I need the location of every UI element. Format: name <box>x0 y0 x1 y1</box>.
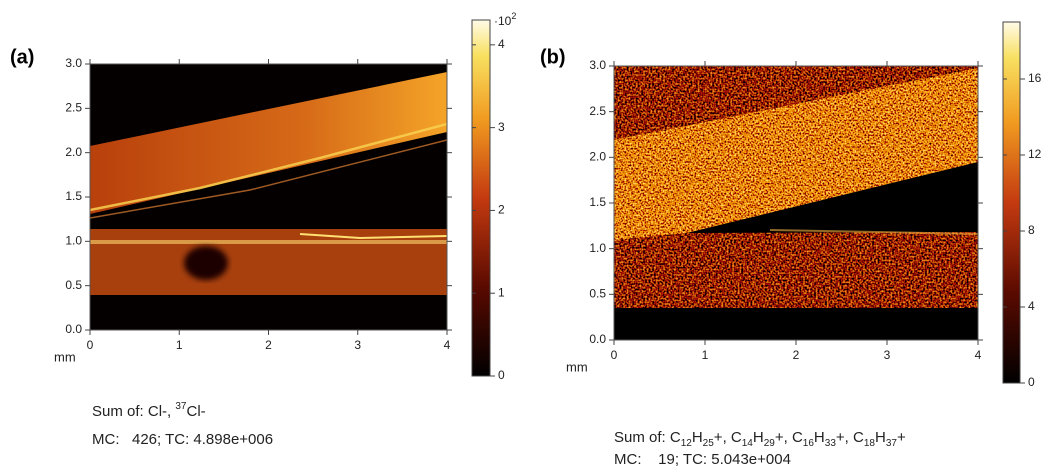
caption-stats: MC: 19; TC: 5.043e+004 <box>614 451 791 466</box>
caption-separator: , <box>845 429 853 446</box>
formula-part: H <box>814 429 825 446</box>
y-tick-label: 2.0 <box>65 145 82 159</box>
formula-part: C <box>670 429 681 446</box>
colorbar <box>471 19 491 377</box>
x-tick-label: 1 <box>702 348 709 362</box>
colorbar-tick-label: 8 <box>1028 223 1035 237</box>
formula-part: 18 <box>864 438 876 449</box>
y-tick-label: 3.0 <box>65 56 82 70</box>
y-tick-label: 1.5 <box>589 195 606 209</box>
x-tick-label: 4 <box>444 338 451 352</box>
x-tick-label: 0 <box>87 338 94 352</box>
formula-part: 33 <box>825 438 837 449</box>
colorbar-tick-label: 0 <box>498 368 505 382</box>
y-tick-label: 1.0 <box>65 234 82 248</box>
formula-part: 37 <box>175 401 187 412</box>
colorbar-tick-label: 2 <box>498 203 505 217</box>
y-tick-label: 2.5 <box>65 101 82 115</box>
y-tick-label: 0.5 <box>589 287 606 301</box>
formula-part: 16 <box>803 438 815 449</box>
colorbar-tick-label: 0 <box>1028 375 1035 389</box>
multiplier-exponent: 2 <box>511 11 516 21</box>
panel-label: (a) <box>10 46 34 68</box>
formula-part: H <box>875 429 886 446</box>
colorbar-multiplier: ·102 <box>494 11 516 28</box>
formula-part: 29 <box>764 438 776 449</box>
colorbar <box>1002 21 1021 384</box>
y-tick-label: 0.5 <box>65 278 82 292</box>
caption-stats: MC: 426; TC: 4.898e+006 <box>92 431 273 448</box>
formula-part: + <box>836 429 845 446</box>
panel-label: (b) <box>540 46 566 68</box>
formula-part: C <box>792 429 803 446</box>
x-tick-label: 3 <box>354 338 361 352</box>
caption-prefix: Sum of: <box>92 403 148 420</box>
y-tick-label: 2.5 <box>589 104 606 118</box>
formula-part: C <box>853 429 864 446</box>
x-tick-label: 0 <box>611 348 618 362</box>
colorbar-tick-label: 16 <box>1028 71 1042 85</box>
y-tick-label: 3.0 <box>589 58 606 72</box>
x-tick-label: 2 <box>793 348 800 362</box>
y-tick-label: 1.5 <box>65 189 82 203</box>
x-tick-label: 1 <box>176 338 183 352</box>
formula-part: + <box>775 429 784 446</box>
formula-part: H <box>692 429 703 446</box>
y-tick-label: 1.0 <box>589 241 606 255</box>
x-tick-label: 3 <box>884 348 891 362</box>
formula-part: H <box>753 429 764 446</box>
multiplier-base: ·10 <box>494 14 512 28</box>
ion-image-a <box>90 64 447 330</box>
x-tick-label: 4 <box>975 348 982 362</box>
colorbar-tick-label: 4 <box>498 37 505 51</box>
formula-part: + <box>897 429 906 446</box>
y-tick-label: 0.0 <box>65 322 82 336</box>
colorbar-tick-label: 3 <box>498 120 505 134</box>
caption-separator: , <box>167 403 175 420</box>
caption-separator: , <box>723 429 731 446</box>
caption-species: Sum of: Cl-, 37Cl- <box>92 401 206 420</box>
colorbar-tick-label: 12 <box>1028 147 1042 161</box>
formula-part: 37 <box>886 438 898 449</box>
x-tick-label: 2 <box>265 338 272 352</box>
y-tick-label: 2.0 <box>589 150 606 164</box>
formula-part: Cl- <box>148 403 167 420</box>
axis-unit: mm <box>54 349 76 364</box>
formula-part: 25 <box>703 438 715 449</box>
formula-part: + <box>714 429 723 446</box>
formula-part: 12 <box>681 438 693 449</box>
ion-image-b <box>614 66 978 340</box>
caption-prefix: Sum of: <box>614 429 670 446</box>
formula-part: Cl- <box>187 403 206 420</box>
colorbar-tick-label: 1 <box>498 285 505 299</box>
axis-unit: mm <box>566 359 588 374</box>
caption-species: Sum of: C12H25+, C14H29+, C16H33+, C18H3… <box>614 429 906 449</box>
colorbar-tick-label: 4 <box>1028 299 1035 313</box>
caption-separator: , <box>784 429 792 446</box>
y-tick-label: 0.0 <box>589 332 606 346</box>
formula-part: C <box>731 429 742 446</box>
formula-part: 14 <box>742 438 754 449</box>
